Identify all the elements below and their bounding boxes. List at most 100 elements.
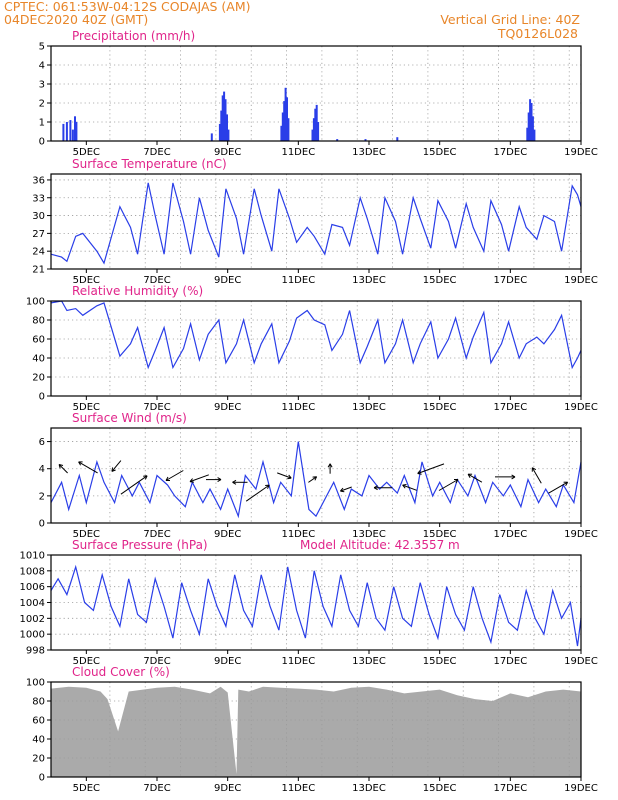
panel-frame <box>50 300 582 397</box>
y-tick-label: 20 <box>32 373 45 384</box>
wind-arrow <box>277 472 292 480</box>
x-tick-label: 9DEC <box>214 656 241 667</box>
y-tick-label: 36 <box>32 175 45 186</box>
wind-arrow-head <box>189 478 193 482</box>
panel-title: Cloud Cover (%) <box>72 665 170 679</box>
x-tick-label: 15DEC <box>423 402 457 413</box>
x-tick-label: 19DEC <box>564 275 598 286</box>
x-tick-label: 13DEC <box>352 147 386 158</box>
wind-arrow-head <box>78 461 82 466</box>
wind-arrow-head <box>144 475 148 480</box>
wind-arrow <box>308 476 318 483</box>
wind-arrow-head <box>417 473 422 475</box>
wind-arrow <box>467 473 483 483</box>
series-line <box>50 441 582 519</box>
panel-2: Surface Temperature (nC) 21 24 27 30 33 36 5DEC… <box>32 157 598 286</box>
precip-bar <box>314 108 317 141</box>
precip-bar <box>396 137 399 141</box>
wind-arrow <box>327 463 333 474</box>
x-tick-label: 5DEC <box>73 402 100 413</box>
y-tick-label: 0 <box>39 773 45 784</box>
x-tick-label: 19DEC <box>564 529 598 540</box>
x-tick-label: 17DEC <box>493 656 527 667</box>
wind-arrow <box>548 481 569 494</box>
precip-bar <box>311 129 314 141</box>
x-tick-label: 17DEC <box>493 783 527 794</box>
panel-title: Surface Pressure (hPa) <box>72 538 208 552</box>
precip-bar <box>527 112 530 141</box>
x-tick-label: 9DEC <box>214 402 241 413</box>
wind-arrow-head <box>189 481 194 483</box>
wind-arrow-shaft <box>189 474 209 483</box>
precip-bar <box>226 114 228 141</box>
x-tick-label: 15DEC <box>423 275 457 286</box>
precip-bar <box>280 125 283 141</box>
x-tick-label: 17DEC <box>493 402 527 413</box>
precip-bar <box>287 118 290 141</box>
precip-bar <box>71 129 74 141</box>
x-tick-label: 7DEC <box>143 402 170 413</box>
grid-line-note: Vertical Grid Line: 40Z <box>440 12 580 27</box>
x-tick-label: 9DEC <box>214 529 241 540</box>
wind-arrow-shaft <box>531 467 542 484</box>
x-tick-label: 11DEC <box>281 783 315 794</box>
x-tick-label: 9DEC <box>214 275 241 286</box>
wind-arrow-head <box>267 484 270 489</box>
x-tick-label: 5DEC <box>73 147 100 158</box>
x-tick-label: 5DEC <box>73 656 100 667</box>
wind-arrow <box>402 484 417 491</box>
y-tick-label: 1002 <box>20 614 45 625</box>
x-tick-label: 17DEC <box>493 275 527 286</box>
wind-arrow <box>206 477 222 483</box>
y-tick-label: 100 <box>26 678 45 689</box>
wind-arrow-head <box>111 469 116 472</box>
y-tick-label: 21 <box>32 265 45 276</box>
wind-arrow-head <box>288 474 292 479</box>
y-tick-label: 1008 <box>20 566 45 577</box>
x-tick-label: 17DEC <box>493 147 527 158</box>
y-tick-label: 40 <box>32 354 45 365</box>
wind-arrow-head <box>58 464 61 469</box>
panel-1: Precipitation (mm/h) 0 1 2 3 4 5 5DEC 7DEC 9DEC 11… <box>39 29 598 158</box>
wind-arrow-head <box>373 487 378 491</box>
x-tick-label: 7DEC <box>143 529 170 540</box>
wind-arrow-head <box>111 467 114 472</box>
wind-arrow-shaft <box>438 479 459 491</box>
y-tick-label: 27 <box>32 229 45 240</box>
panel-4: Surface Wind (m/s) 0 2 4 6 5DEC 7DEC 9DEC 11DEC 1… <box>39 411 598 540</box>
panel-6: Cloud Cover (%) 0 20 40 60 80 100 5DEC 7DEC 9DEC 1… <box>26 665 598 794</box>
wind-arrow <box>120 475 148 495</box>
x-tick-label: 15DEC <box>423 529 457 540</box>
y-tick-label: 1004 <box>20 598 45 609</box>
model-code: TQ0126L028 <box>497 26 578 41</box>
wind-arrow-head <box>402 484 407 486</box>
y-tick-label: 24 <box>32 247 45 258</box>
wind-arrow <box>417 463 445 475</box>
wind-arrow <box>438 479 459 491</box>
wind-arrow-shaft <box>417 463 445 474</box>
wind-arrow <box>531 467 542 484</box>
cloud-cover-area <box>51 686 581 777</box>
date-header: 04DEC2020 40Z (GMT) <box>4 12 149 27</box>
y-tick-label: 2 <box>39 99 45 110</box>
precip-bar <box>364 139 367 141</box>
x-tick-label: 7DEC <box>143 275 170 286</box>
wind-arrow-head <box>565 481 569 486</box>
x-tick-label: 15DEC <box>423 656 457 667</box>
x-tick-label: 11DEC <box>281 656 315 667</box>
series-line <box>50 182 582 265</box>
x-tick-label: 13DEC <box>352 783 386 794</box>
wind-arrow-shaft <box>165 470 184 481</box>
precip-bar <box>283 101 286 141</box>
precip-bar <box>312 118 315 141</box>
x-tick-label: 17DEC <box>493 529 527 540</box>
y-tick-label: 0 <box>39 519 45 530</box>
wind-arrow-head <box>217 479 222 483</box>
x-tick-label: 11DEC <box>281 529 315 540</box>
x-tick-label: 19DEC <box>564 783 598 794</box>
y-tick-label: 2 <box>39 491 45 502</box>
precip-bar <box>227 129 230 141</box>
x-tick-label: 13DEC <box>352 402 386 413</box>
y-tick-label: 60 <box>32 335 45 346</box>
wind-arrow <box>78 461 98 474</box>
